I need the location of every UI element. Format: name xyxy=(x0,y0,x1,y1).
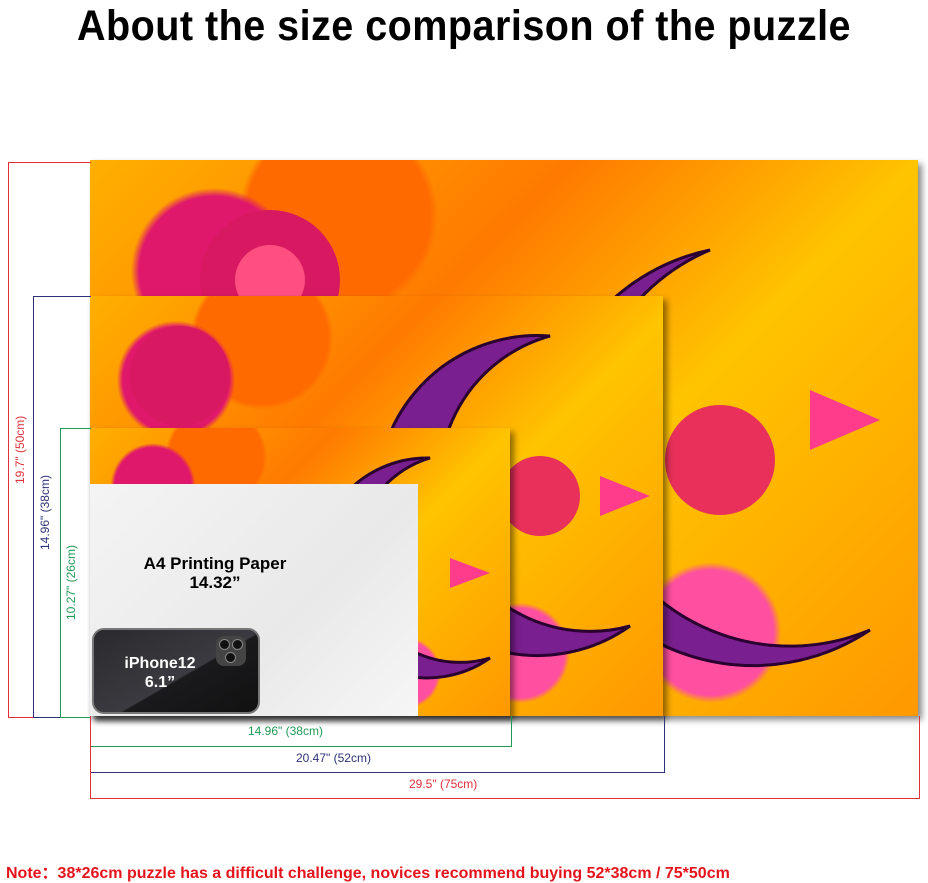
height-line-small xyxy=(60,428,91,718)
phone-size: 6.1” xyxy=(144,674,176,691)
paper-label: A4 Printing Paper xyxy=(143,554,287,573)
height-label-medium: 14.96" (38cm) xyxy=(38,475,52,550)
note-text: Note：38*26cm puzzle has a difficult chal… xyxy=(6,865,730,882)
camera-icon xyxy=(216,636,246,666)
width-label-large: 29.5" (75cm) xyxy=(409,777,478,791)
page-title: About the size comparison of the puzzle xyxy=(76,2,852,50)
width-line-large xyxy=(90,716,920,799)
iphone-image: iPhone12 6.1” xyxy=(92,628,260,714)
height-label-large: 19.7" (50cm) xyxy=(13,415,27,484)
width-label-small: 14.96" (38cm) xyxy=(248,724,323,738)
paper-size: 14.32” xyxy=(189,573,241,592)
width-label-medium: 20.47" (52cm) xyxy=(296,751,371,765)
height-label-small: 10.27" (26cm) xyxy=(64,545,78,620)
phone-label: iPhone12 xyxy=(124,655,196,672)
